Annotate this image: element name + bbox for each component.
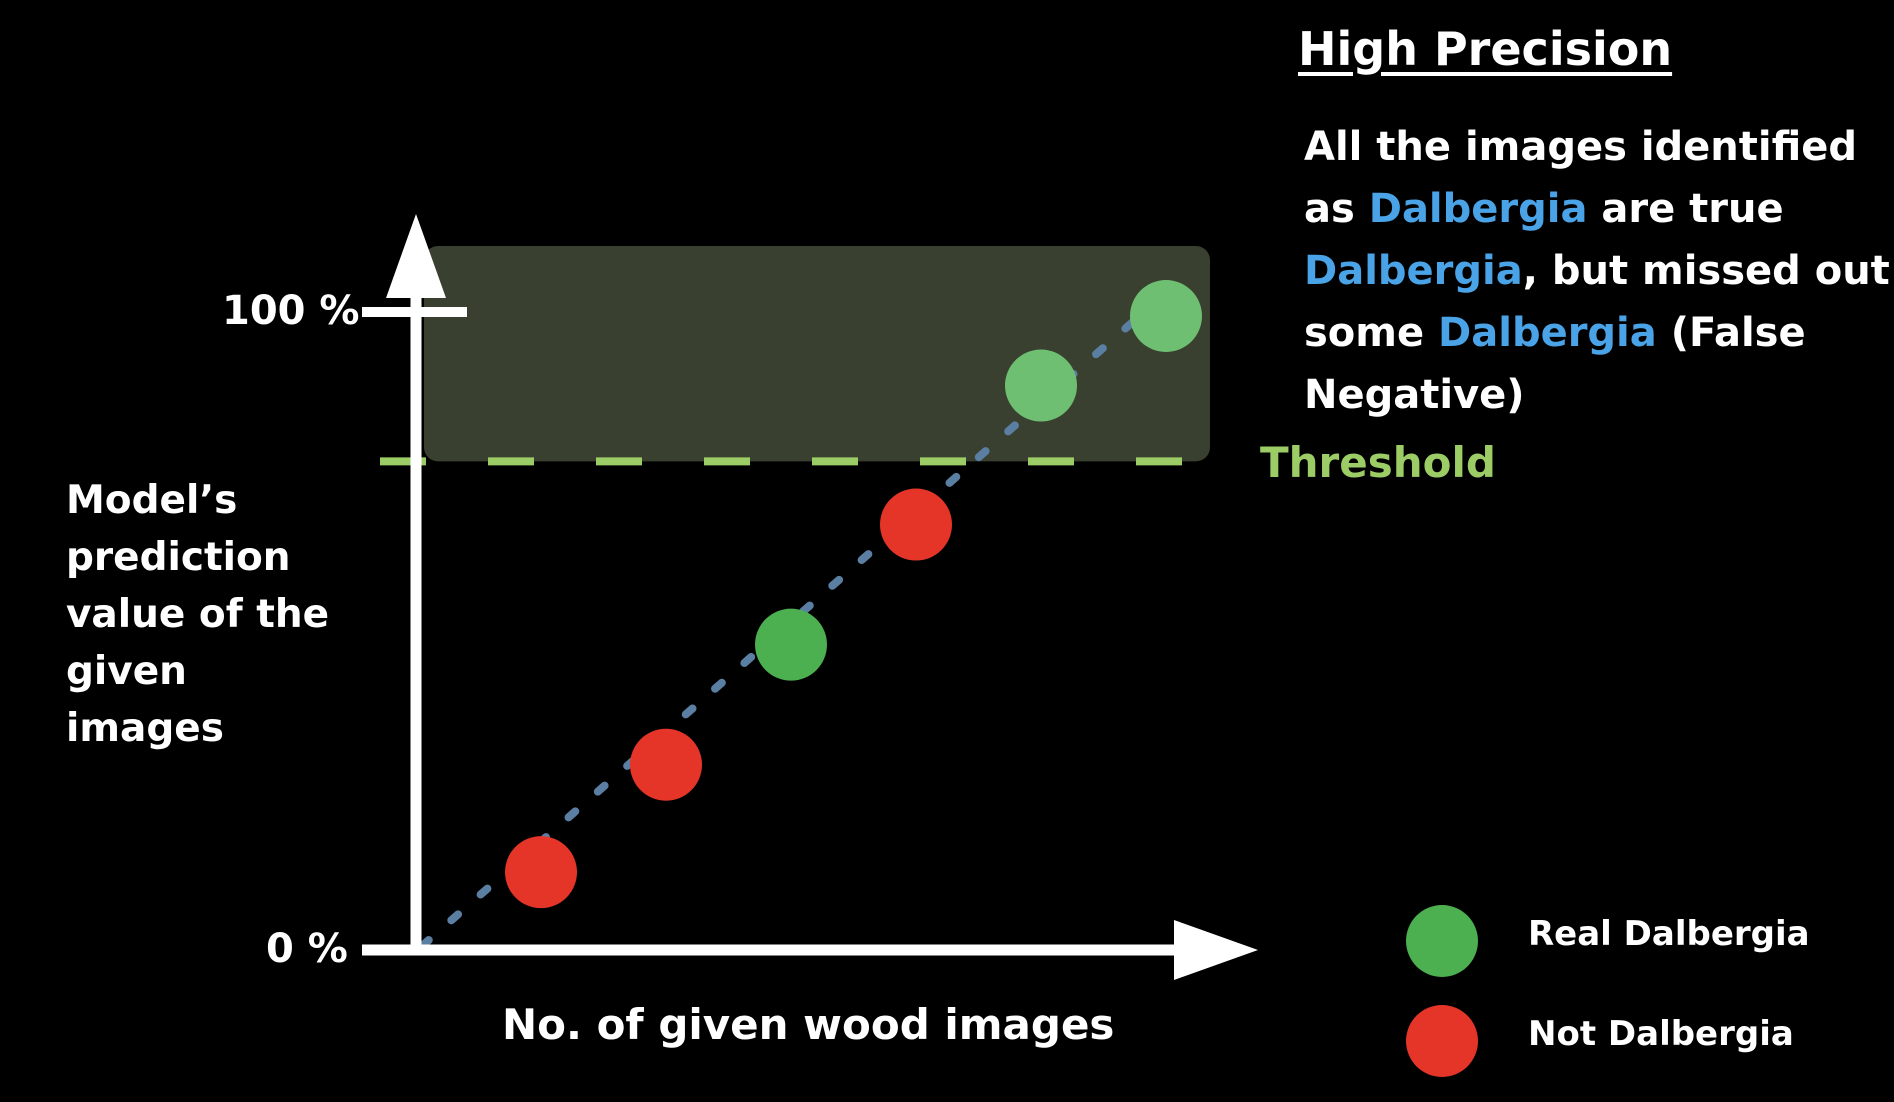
axes <box>362 214 1258 980</box>
y-axis-title: Model’s prediction value of the given im… <box>66 478 330 751</box>
description-highlight-2: Dalbergia <box>1304 248 1523 294</box>
threshold-label: Threshold <box>1260 438 1496 487</box>
x-axis-arrowhead <box>1174 920 1258 980</box>
legend-real-marker <box>1406 905 1478 977</box>
data-point-5 <box>1005 349 1077 422</box>
y-axis-bottom-label: 0 % <box>266 926 348 972</box>
legend-not-label: Not Dalbergia <box>1528 1014 1794 1054</box>
description-part-2: are true <box>1587 186 1784 232</box>
data-point-3 <box>755 608 827 681</box>
panel-title: High Precision <box>1298 22 1673 76</box>
y-axis-arrowhead <box>386 214 446 298</box>
data-point-6 <box>1130 280 1202 352</box>
data-points <box>505 280 1202 909</box>
data-point-2 <box>630 728 702 801</box>
y-axis-top-label: 100 % <box>222 288 360 334</box>
x-axis-title: No. of given wood images <box>502 1000 1115 1049</box>
description-highlight-1: Dalbergia <box>1368 186 1588 232</box>
description-part-1: All the images identified as <box>1304 124 1858 232</box>
description-part-3: , but missed out some <box>1304 248 1890 356</box>
description-highlight-3: Dalbergia <box>1438 310 1657 356</box>
legend-real-label: Real Dalbergia <box>1528 914 1810 954</box>
description-part-4: (False Negative) <box>1304 310 1806 418</box>
legend-not-marker <box>1406 1005 1478 1077</box>
description-text: All the images identified as Dalbergia a… <box>1304 116 1894 426</box>
data-point-4 <box>880 488 952 561</box>
data-point-1 <box>505 836 577 909</box>
trend-line <box>418 280 1180 950</box>
